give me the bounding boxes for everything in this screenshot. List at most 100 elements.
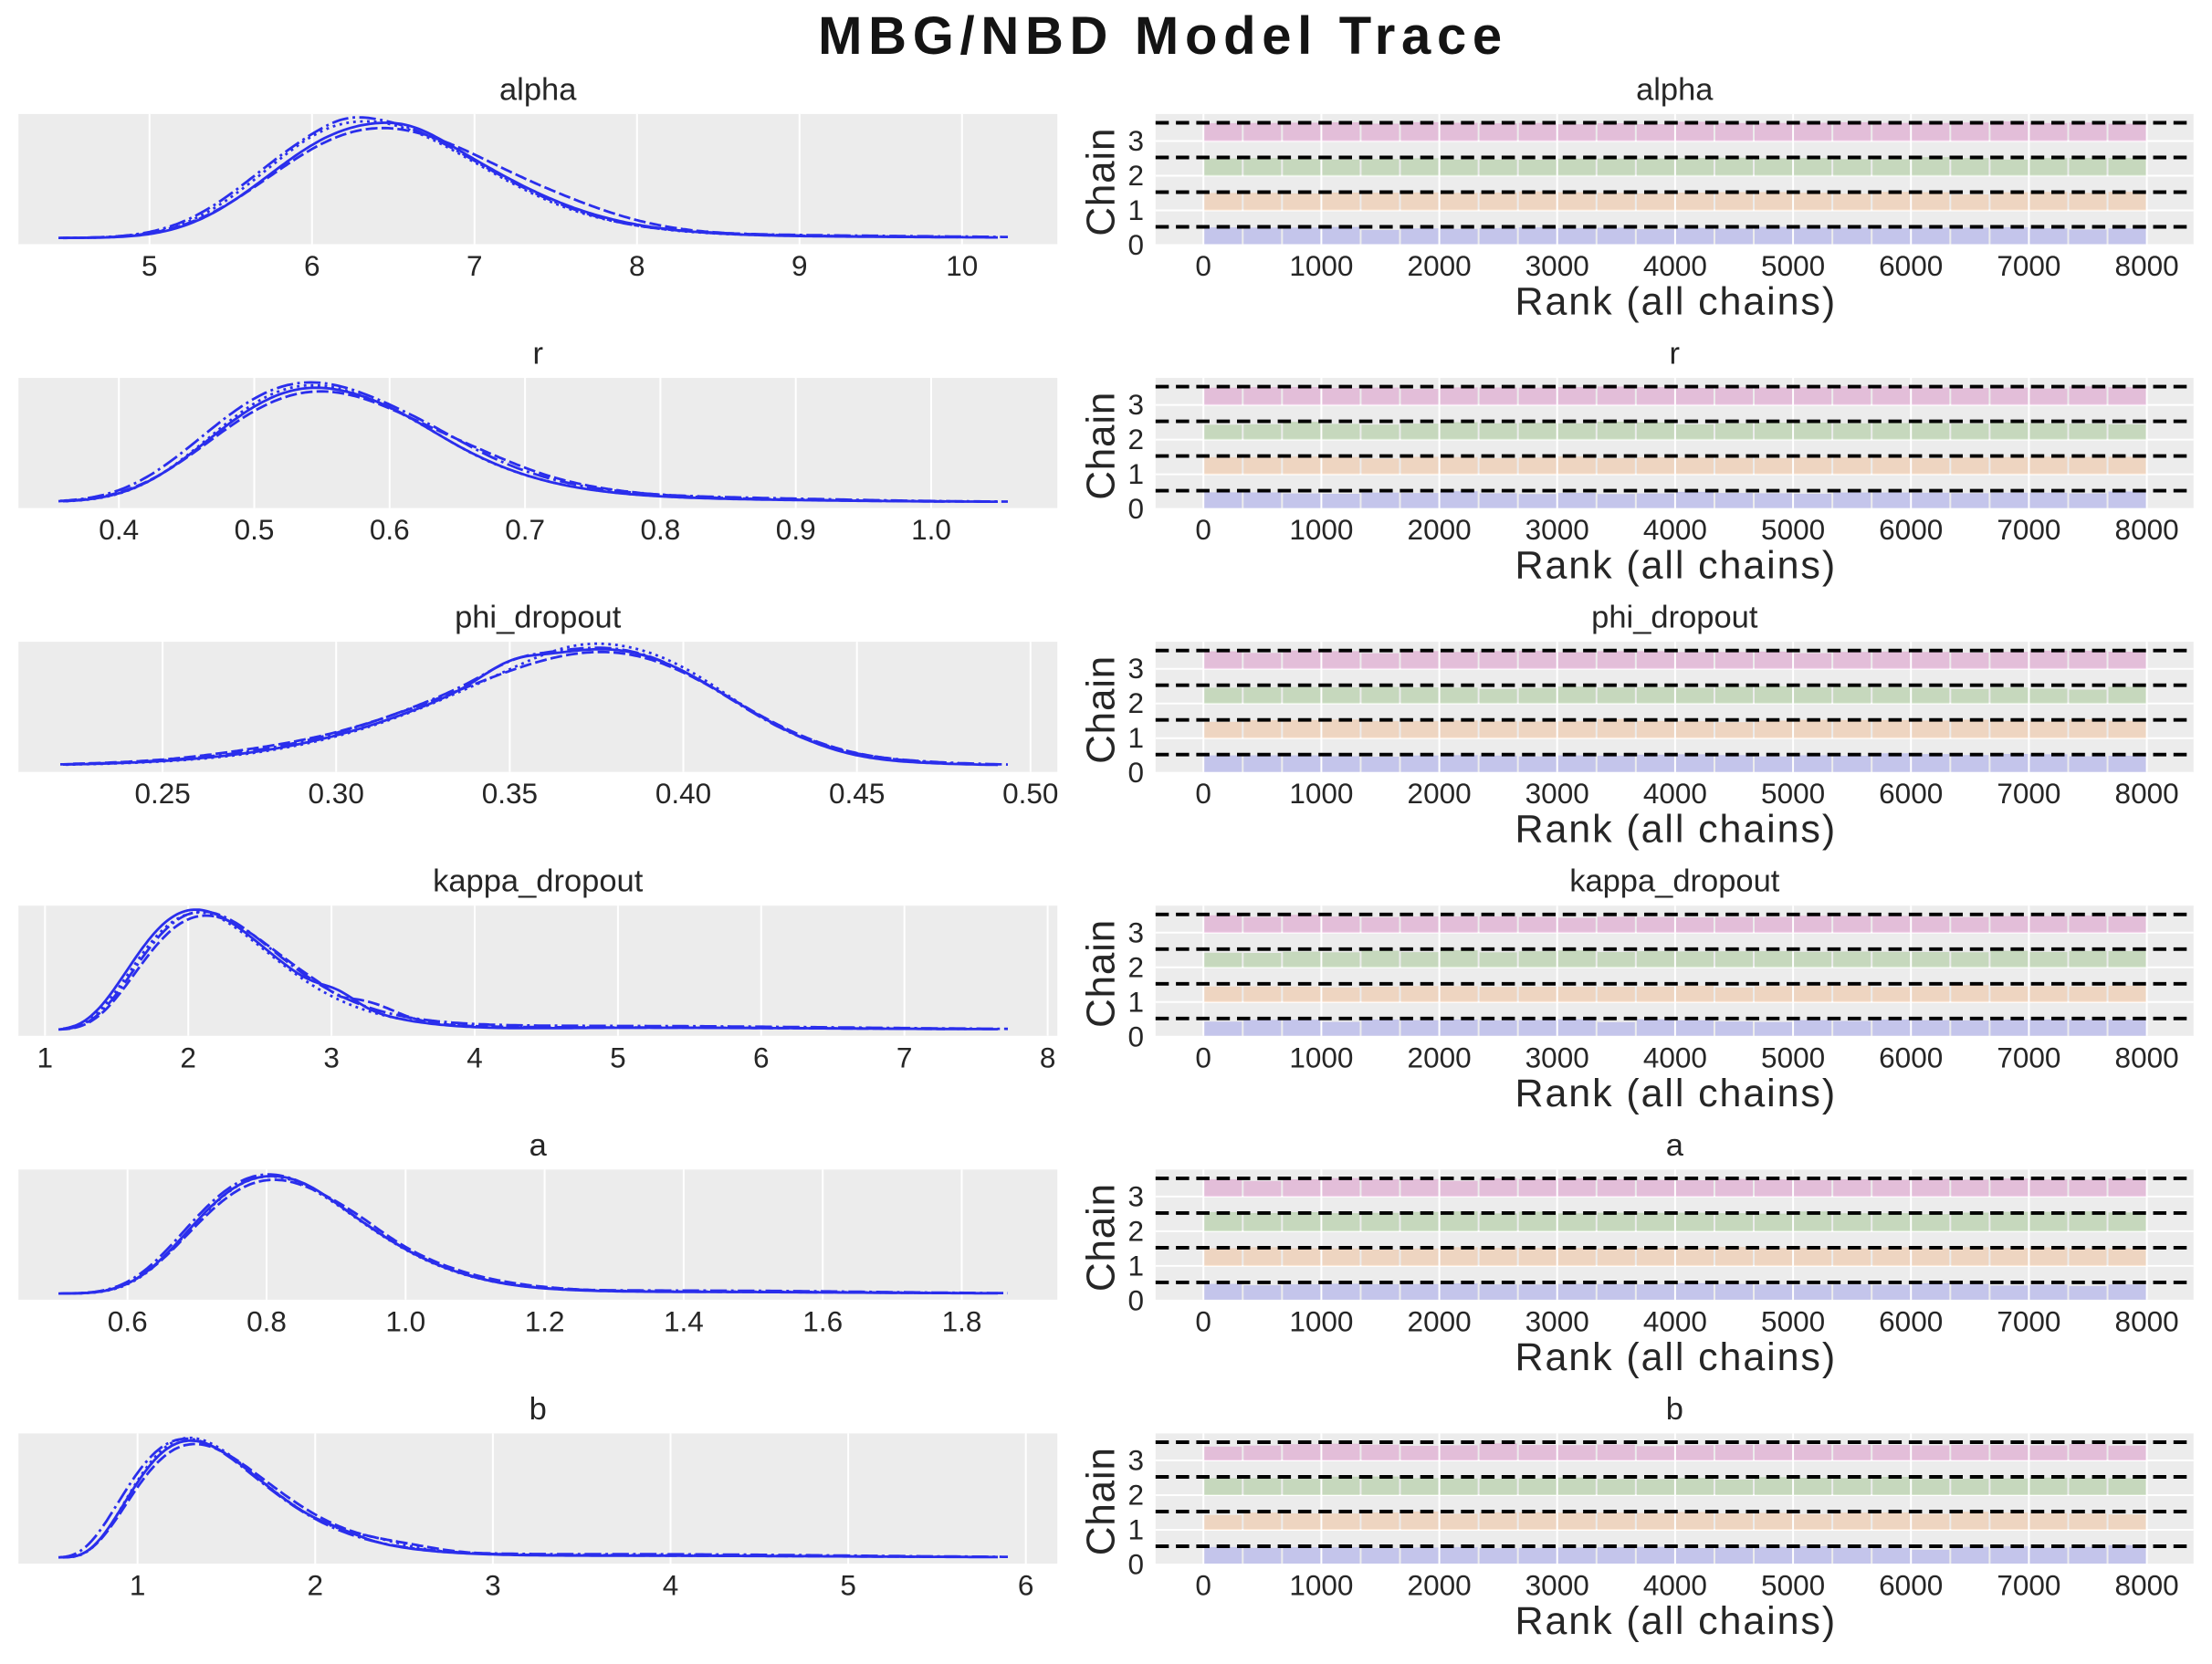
- svg-text:1: 1: [130, 1569, 146, 1602]
- svg-text:10: 10: [946, 249, 978, 282]
- svg-text:5000: 5000: [1761, 1304, 1825, 1337]
- svg-text:1: 1: [1127, 1513, 1144, 1546]
- svg-text:1: 1: [1127, 1249, 1144, 1282]
- svg-text:1000: 1000: [1289, 1041, 1353, 1073]
- svg-text:5000: 5000: [1761, 1041, 1825, 1073]
- svg-text:0.35: 0.35: [482, 777, 538, 810]
- svg-text:3000: 3000: [1525, 1304, 1589, 1337]
- svg-text:3: 3: [1127, 124, 1144, 157]
- svg-text:3: 3: [1127, 652, 1144, 685]
- svg-text:kappa_dropout: kappa_dropout: [1569, 864, 1780, 899]
- svg-text:0: 0: [1195, 1041, 1211, 1073]
- svg-text:0: 0: [1127, 1283, 1144, 1316]
- svg-text:1.4: 1.4: [664, 1304, 704, 1337]
- svg-text:5: 5: [840, 1569, 856, 1602]
- svg-text:Chain: Chain: [1079, 655, 1124, 764]
- svg-text:0.30: 0.30: [309, 777, 364, 810]
- svg-text:1: 1: [1127, 985, 1144, 1018]
- svg-text:3: 3: [1127, 1444, 1144, 1477]
- svg-text:3000: 3000: [1525, 1041, 1589, 1073]
- svg-text:b: b: [1666, 1392, 1683, 1427]
- svg-text:Rank (all chains): Rank (all chains): [1515, 1599, 1838, 1643]
- svg-text:5000: 5000: [1761, 1569, 1825, 1602]
- svg-text:3000: 3000: [1525, 1569, 1589, 1602]
- svg-text:6: 6: [1018, 1569, 1034, 1602]
- svg-text:2: 2: [1127, 423, 1144, 455]
- svg-text:6000: 6000: [1879, 777, 1943, 810]
- svg-text:6000: 6000: [1879, 1041, 1943, 1073]
- svg-text:alpha: alpha: [1636, 72, 1714, 107]
- svg-text:5: 5: [142, 249, 158, 282]
- svg-text:b: b: [529, 1392, 547, 1427]
- svg-text:2: 2: [1127, 1479, 1144, 1512]
- svg-text:5000: 5000: [1761, 249, 1825, 282]
- svg-text:7000: 7000: [1997, 1569, 2060, 1602]
- svg-text:3: 3: [1127, 388, 1144, 421]
- svg-text:0.6: 0.6: [108, 1304, 148, 1337]
- svg-text:4000: 4000: [1643, 777, 1707, 810]
- svg-text:3000: 3000: [1525, 513, 1589, 546]
- svg-text:7000: 7000: [1997, 1304, 2060, 1337]
- svg-text:6000: 6000: [1879, 1304, 1943, 1337]
- svg-text:5000: 5000: [1761, 777, 1825, 810]
- svg-text:1.2: 1.2: [525, 1304, 565, 1337]
- svg-text:1: 1: [1127, 194, 1144, 226]
- svg-text:1.0: 1.0: [911, 513, 951, 546]
- svg-text:1000: 1000: [1289, 777, 1353, 810]
- svg-text:0: 0: [1127, 1548, 1144, 1581]
- svg-text:8: 8: [629, 249, 645, 282]
- svg-text:3: 3: [1127, 916, 1144, 948]
- svg-text:2: 2: [1127, 686, 1144, 719]
- svg-text:4000: 4000: [1643, 513, 1707, 546]
- svg-text:5: 5: [610, 1041, 626, 1073]
- svg-text:3: 3: [1127, 1179, 1144, 1212]
- svg-text:0: 0: [1127, 492, 1144, 525]
- svg-text:5000: 5000: [1761, 513, 1825, 546]
- svg-text:Rank (all chains): Rank (all chains): [1515, 1335, 1838, 1379]
- svg-text:1000: 1000: [1289, 1304, 1353, 1337]
- svg-text:0: 0: [1127, 1020, 1144, 1052]
- svg-text:r: r: [1670, 337, 1681, 372]
- svg-text:MBG/NBD Model Trace: MBG/NBD Model Trace: [818, 6, 1508, 66]
- svg-text:2: 2: [180, 1041, 196, 1073]
- svg-text:Chain: Chain: [1079, 1447, 1124, 1555]
- svg-text:3: 3: [323, 1041, 340, 1073]
- svg-text:1000: 1000: [1289, 249, 1353, 282]
- svg-text:0.50: 0.50: [1002, 777, 1058, 810]
- svg-text:4: 4: [467, 1041, 483, 1073]
- svg-text:0.45: 0.45: [829, 777, 885, 810]
- svg-text:3000: 3000: [1525, 249, 1589, 282]
- svg-text:8: 8: [1040, 1041, 1056, 1073]
- svg-text:0: 0: [1195, 513, 1211, 546]
- svg-text:phi_dropout: phi_dropout: [1591, 601, 1758, 635]
- svg-text:8000: 8000: [2115, 1569, 2179, 1602]
- svg-text:2000: 2000: [1408, 1041, 1472, 1073]
- svg-text:0.6: 0.6: [370, 513, 410, 546]
- svg-text:0: 0: [1127, 756, 1144, 789]
- svg-text:0.8: 0.8: [246, 1304, 287, 1337]
- svg-text:8000: 8000: [2115, 249, 2179, 282]
- svg-text:Rank (all chains): Rank (all chains): [1515, 280, 1838, 324]
- svg-text:2000: 2000: [1408, 777, 1472, 810]
- svg-text:1000: 1000: [1289, 1569, 1353, 1602]
- svg-text:7: 7: [467, 249, 483, 282]
- svg-text:4: 4: [663, 1569, 679, 1602]
- svg-text:4000: 4000: [1643, 1569, 1707, 1602]
- svg-text:0.8: 0.8: [641, 513, 681, 546]
- svg-text:0.9: 0.9: [776, 513, 816, 546]
- svg-text:7000: 7000: [1997, 777, 2060, 810]
- svg-text:6000: 6000: [1879, 1569, 1943, 1602]
- svg-text:Rank (all chains): Rank (all chains): [1515, 808, 1838, 852]
- svg-text:Rank (all chains): Rank (all chains): [1515, 544, 1838, 588]
- svg-text:3: 3: [485, 1569, 501, 1602]
- svg-text:0.40: 0.40: [655, 777, 711, 810]
- svg-text:a: a: [1666, 1128, 1684, 1163]
- svg-text:2000: 2000: [1408, 513, 1472, 546]
- svg-text:a: a: [529, 1128, 548, 1163]
- svg-text:6000: 6000: [1879, 513, 1943, 546]
- svg-text:4000: 4000: [1643, 1304, 1707, 1337]
- svg-text:2000: 2000: [1408, 249, 1472, 282]
- svg-text:0: 0: [1195, 1304, 1211, 1337]
- svg-text:Chain: Chain: [1079, 919, 1124, 1028]
- svg-text:7000: 7000: [1997, 249, 2060, 282]
